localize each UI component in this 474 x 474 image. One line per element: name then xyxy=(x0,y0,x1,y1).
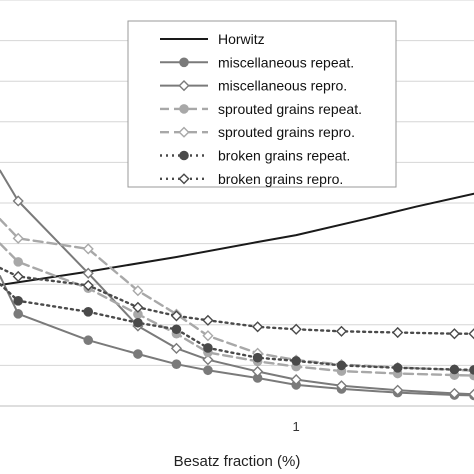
data-point-broken-grains-repeat xyxy=(13,296,23,306)
legend-label: miscellaneous repro. xyxy=(218,78,347,94)
data-point-miscellaneous-repeat xyxy=(203,365,213,376)
data-point-miscellaneous-repro xyxy=(335,380,348,392)
data-point-broken-grains-repeat xyxy=(392,363,403,373)
data-point-miscellaneous-repro xyxy=(448,387,461,400)
legend-swatch-marker xyxy=(178,126,190,138)
data-point-broken-grains-repeat xyxy=(336,360,347,371)
data-point-broken-grains-repro xyxy=(468,328,474,340)
data-point-broken-grains-repro xyxy=(335,325,348,337)
data-point-miscellaneous-repro xyxy=(468,388,474,400)
data-point-broken-grains-repro xyxy=(12,270,24,283)
legend-swatch-marker xyxy=(178,80,190,92)
data-point-broken-grains-repeat xyxy=(291,356,301,366)
data-point-broken-grains-repro xyxy=(392,326,404,339)
series-line-broken-grains-repro xyxy=(0,266,474,335)
legend-entry-miscellaneous-repro: miscellaneous repro. xyxy=(160,78,347,94)
data-point-broken-grains-repro xyxy=(170,310,183,322)
data-point-miscellaneous-repro xyxy=(290,374,302,386)
data-point-miscellaneous-repro xyxy=(252,365,264,378)
legend-entry-sprouted-grains-repro: sprouted grains repro. xyxy=(160,124,355,140)
x-axis-title: Besatz fraction (%) xyxy=(174,453,301,470)
legend-entry-broken-grains-repro: broken grains repro. xyxy=(160,171,343,187)
data-point-sprouted-grains-repro xyxy=(132,285,144,297)
series-horwitz xyxy=(0,192,474,286)
series-broken-grains-repeat xyxy=(0,283,474,375)
series-line-miscellaneous-repro xyxy=(0,169,474,396)
legend-swatch-marker xyxy=(179,57,189,68)
data-point-miscellaneous-repro xyxy=(170,342,183,354)
legend-label: sprouted grains repeat. xyxy=(218,101,362,117)
data-point-miscellaneous-repro xyxy=(392,384,404,396)
series-line-broken-grains-repeat xyxy=(0,283,474,372)
legend-entry-broken-grains-repeat: broken grains repeat. xyxy=(160,148,350,164)
data-point-miscellaneous-repro xyxy=(202,354,214,366)
data-point-miscellaneous-repro xyxy=(82,267,94,279)
data-point-sprouted-grains-repeat xyxy=(13,257,23,267)
data-point-broken-grains-repeat xyxy=(83,307,94,317)
series-broken-grains-repro xyxy=(0,266,474,340)
data-point-broken-grains-repeat xyxy=(469,365,474,375)
data-point-broken-grains-repeat xyxy=(203,343,213,353)
data-point-miscellaneous-repeat xyxy=(133,349,143,359)
legend-label: miscellaneous repeat. xyxy=(218,54,354,70)
series-miscellaneous-repro xyxy=(0,169,474,400)
legend-label: Horwitz xyxy=(218,31,265,47)
data-point-broken-grains-repeat xyxy=(449,364,460,375)
data-point-sprouted-grains-repro xyxy=(82,243,94,255)
legend-entry-horwitz: Horwitz xyxy=(160,31,265,47)
x-tick-labels: 1 xyxy=(293,419,300,434)
data-point-broken-grains-repeat xyxy=(171,324,182,335)
series-line-miscellaneous-repeat xyxy=(0,275,474,397)
data-point-broken-grains-repro xyxy=(252,321,264,333)
legend-entry-miscellaneous-repeat: miscellaneous repeat. xyxy=(160,54,354,70)
legend-label: broken grains repro. xyxy=(218,171,343,187)
series-layer xyxy=(0,169,474,401)
data-point-broken-grains-repro xyxy=(132,301,144,313)
data-point-broken-grains-repro xyxy=(290,323,302,335)
legend-label: broken grains repeat. xyxy=(218,148,350,164)
data-point-broken-grains-repro xyxy=(202,314,214,326)
data-point-sprouted-grains-repro xyxy=(12,232,24,244)
data-point-broken-grains-repro xyxy=(448,328,461,340)
legend-swatch-marker xyxy=(178,173,190,185)
data-point-broken-grains-repro xyxy=(82,279,94,292)
data-point-miscellaneous-repro xyxy=(12,195,24,207)
data-point-miscellaneous-repeat xyxy=(83,335,94,346)
legend: Horwitz miscellaneous repeat. miscellaneou… xyxy=(127,20,397,188)
data-point-miscellaneous-repeat xyxy=(13,309,23,319)
legend-box xyxy=(127,20,397,188)
data-point-miscellaneous-repeat xyxy=(171,359,182,369)
legend-swatch-marker xyxy=(179,150,189,161)
legend-label: sprouted grains repro. xyxy=(218,124,355,140)
data-point-broken-grains-repeat xyxy=(133,317,143,328)
legend-swatch-marker xyxy=(179,104,189,114)
x-tick-label: 1 xyxy=(293,419,300,434)
legend-entry-sprouted-grains-repeat: sprouted grains repeat. xyxy=(160,101,362,117)
series-line-horwitz xyxy=(0,192,474,286)
data-point-broken-grains-repeat xyxy=(252,352,263,363)
data-point-sprouted-grains-repro xyxy=(202,330,214,342)
